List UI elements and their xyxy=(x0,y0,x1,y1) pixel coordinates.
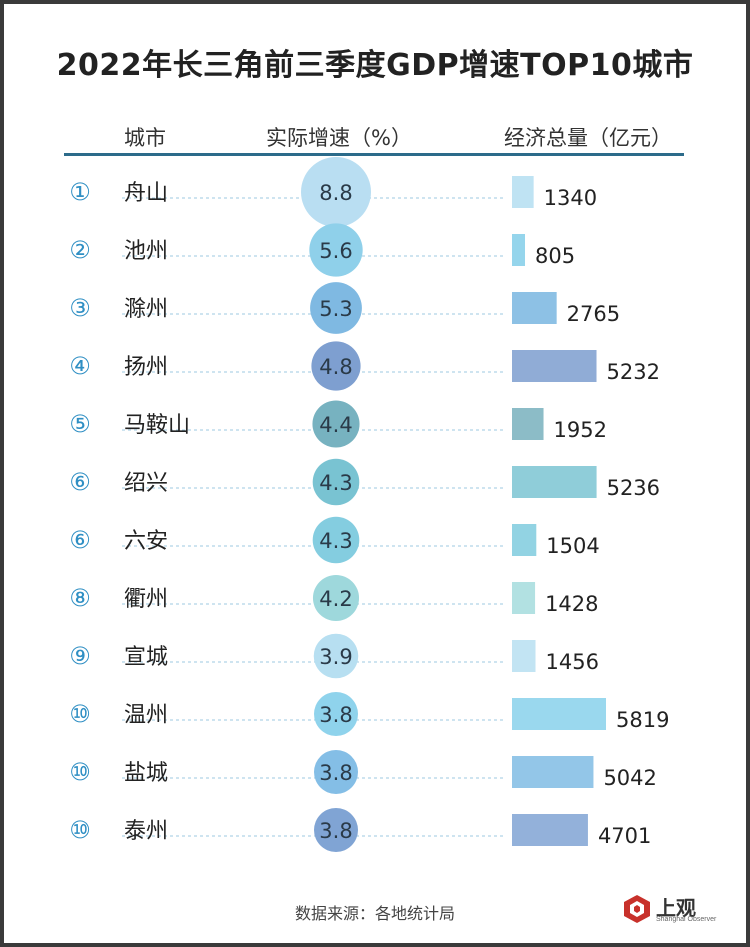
gdp-bar xyxy=(512,466,597,498)
gdp-value-label: 1340 xyxy=(544,186,597,210)
rank-label: ⑥ xyxy=(69,526,91,554)
source-note: 数据来源：各地统计局 xyxy=(294,904,455,923)
growth-value-label: 3.8 xyxy=(319,819,352,843)
chart-title: 2022年长三角前三季度GDP增速TOP10城市 xyxy=(56,48,694,83)
rank-label: ⑥ xyxy=(69,468,91,496)
growth-circle xyxy=(311,341,361,391)
gdp-bar xyxy=(512,234,526,266)
city-label: 舟山 xyxy=(124,181,168,206)
growth-value-label: 8.8 xyxy=(319,181,352,205)
growth-circle xyxy=(312,400,360,448)
city-label: 六安 xyxy=(124,529,168,554)
growth-value-label: 4.4 xyxy=(319,413,352,437)
city-label: 扬州 xyxy=(124,355,168,380)
rank-label: ⑩ xyxy=(69,700,91,728)
gdp-value-label: 5232 xyxy=(607,360,660,384)
growth-circle xyxy=(313,633,359,679)
gdp-value-label: 805 xyxy=(535,244,575,268)
rank-label: ⑧ xyxy=(69,584,91,612)
shangguan-logo-icon xyxy=(624,895,650,923)
growth-value-label: 4.3 xyxy=(319,529,352,553)
header-gdp: 经济总量（亿元） xyxy=(504,126,672,150)
city-label: 马鞍山 xyxy=(124,413,190,438)
growth-value-label: 4.2 xyxy=(319,587,352,611)
gdp-bar xyxy=(512,640,536,672)
rank-label: ⑤ xyxy=(69,410,91,438)
gdp-value-label: 1504 xyxy=(546,534,599,558)
rank-label: ② xyxy=(69,236,91,264)
gdp-bar xyxy=(512,408,544,440)
city-label: 衢州 xyxy=(124,587,168,612)
city-label: 池州 xyxy=(124,239,168,264)
gdp-bar xyxy=(512,524,537,556)
ranking-chart: ① 舟山 8.8 1340 ② 池州 5.6 805 ③ 滁州 5.3 2765 ④ 扬州 4.8 5232 ⑤… xyxy=(69,157,669,852)
growth-circle xyxy=(310,282,362,334)
gdp-bar xyxy=(512,756,594,788)
gdp-value-label: 5819 xyxy=(616,708,669,732)
gdp-bar xyxy=(512,292,557,324)
city-label: 绍兴 xyxy=(124,471,168,496)
logo: 上观 Shanghai Observer xyxy=(620,890,730,930)
city-label: 盐城 xyxy=(124,761,168,786)
rank-label: ⑨ xyxy=(69,642,91,670)
gdp-value-label: 4701 xyxy=(598,824,651,848)
logo-sub: Shanghai Observer xyxy=(656,916,717,923)
rank-label: ④ xyxy=(69,352,91,380)
growth-value-label: 3.8 xyxy=(319,703,352,727)
city-label: 泰州 xyxy=(124,819,168,844)
gdp-value-label: 2765 xyxy=(567,302,620,326)
gdp-bar xyxy=(512,698,606,730)
gdp-value-label: 1456 xyxy=(546,650,599,674)
gdp-value-label: 1428 xyxy=(545,592,598,616)
gdp-bar xyxy=(512,582,536,614)
growth-circle xyxy=(312,458,360,506)
city-label: 宣城 xyxy=(124,645,168,670)
city-label: 滁州 xyxy=(124,297,168,322)
city-label: 温州 xyxy=(124,703,168,728)
growth-value-label: 5.3 xyxy=(319,297,352,321)
rank-label: ① xyxy=(69,178,91,206)
growth-value-label: 4.8 xyxy=(319,355,352,379)
rank-label: ③ xyxy=(69,294,91,322)
gdp-value-label: 5042 xyxy=(603,766,656,790)
logo-name: 上观 xyxy=(656,896,696,920)
header-divider xyxy=(64,153,684,156)
growth-circle xyxy=(314,692,358,736)
growth-value-label: 3.8 xyxy=(319,761,352,785)
growth-value-label: 4.3 xyxy=(319,471,352,495)
growth-value-label: 3.9 xyxy=(319,645,352,669)
growth-circle xyxy=(309,223,363,277)
growth-value-label: 5.6 xyxy=(319,239,352,263)
gdp-value-label: 5236 xyxy=(607,476,660,500)
growth-circle xyxy=(301,157,371,227)
growth-circle xyxy=(314,750,358,794)
growth-circle xyxy=(312,516,360,564)
header-city: 城市 xyxy=(124,126,166,150)
gdp-value-label: 1952 xyxy=(554,418,607,442)
gdp-bar xyxy=(512,176,534,208)
gdp-bar xyxy=(512,350,597,382)
rank-label: ⑩ xyxy=(69,758,91,786)
gdp-bar xyxy=(512,814,588,846)
header-growth: 实际增速（%） xyxy=(266,126,412,150)
growth-circle xyxy=(314,808,358,852)
rank-label: ⑩ xyxy=(69,816,91,844)
growth-circle xyxy=(312,574,360,622)
